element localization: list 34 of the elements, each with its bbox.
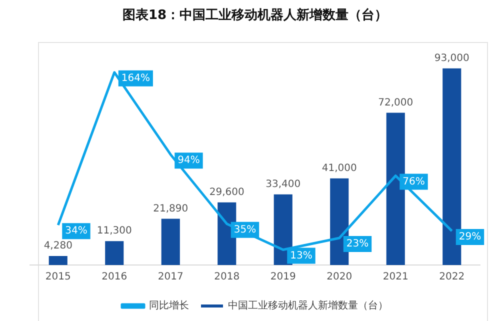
data-label: 35%	[234, 224, 256, 236]
data-label: 13%	[290, 250, 312, 262]
data-label: 11,300	[96, 226, 132, 237]
data-label: 29,600	[209, 187, 244, 198]
data-label: 21,890	[153, 203, 188, 214]
bar	[330, 178, 349, 265]
x-tick-label: 2015	[45, 272, 71, 283]
legend-label: 中国工业移动机器人新增数量（台）	[228, 300, 388, 312]
data-label: 29%	[458, 232, 482, 243]
data-label: 76%	[402, 176, 425, 188]
data-label: 23%	[346, 238, 369, 250]
bar	[105, 241, 124, 265]
x-tick-label: 2017	[158, 272, 184, 283]
x-tick-label: 2016	[102, 272, 128, 283]
bar	[442, 68, 462, 265]
bar	[386, 112, 405, 265]
data-label: 4,280	[44, 240, 72, 252]
data-label: 34%	[65, 226, 88, 237]
x-tick-label: 2018	[214, 272, 240, 283]
bar	[274, 194, 292, 265]
data-label: 72,000	[378, 97, 414, 108]
x-tick-label: 2021	[382, 272, 408, 283]
chart-title: 图表18：中国工业移动机器人新增数量（台）	[122, 7, 388, 24]
x-tick-label: 2020	[326, 272, 352, 283]
x-tick-label: 2019	[270, 272, 296, 283]
bar	[161, 218, 180, 265]
x-tick-label: 2022	[439, 272, 465, 283]
data-label: 41,000	[322, 162, 357, 174]
legend-label: 同比增长	[149, 300, 189, 312]
data-label: 164%	[121, 72, 150, 84]
data-label: 33,400	[266, 178, 301, 190]
data-label: 94%	[178, 155, 200, 166]
bar	[48, 256, 68, 265]
data-label: 93,000	[434, 52, 470, 64]
